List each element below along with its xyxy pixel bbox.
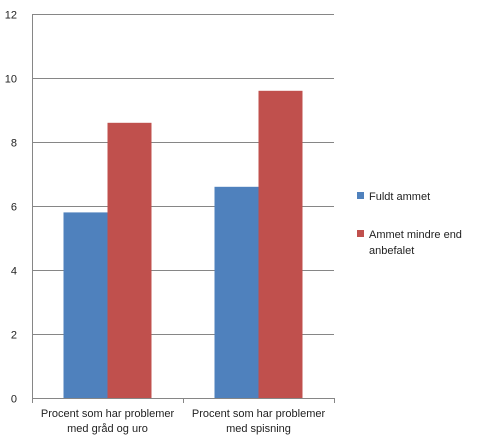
y-tick-label: 0 bbox=[11, 394, 17, 406]
y-tick-label: 6 bbox=[11, 202, 17, 214]
bar-fuldt-ammet-2 bbox=[214, 186, 259, 398]
bars bbox=[63, 90, 303, 399]
y-tick-label: 10 bbox=[5, 74, 17, 86]
x-category-label: med gråd og uro bbox=[67, 423, 148, 435]
legend-label: anbefalet bbox=[369, 245, 414, 257]
y-axis-tick-labels: 0 2 4 6 8 10 12 bbox=[5, 10, 17, 406]
legend-label: Fuldt ammet bbox=[369, 191, 430, 203]
x-category-label: Procent som har problemer bbox=[41, 408, 175, 420]
y-tick-label: 4 bbox=[11, 266, 17, 278]
legend: Fuldt ammet Ammet mindre end anbefalet bbox=[357, 191, 462, 257]
legend-swatch bbox=[357, 230, 364, 237]
x-category-label: Procent som har problemer bbox=[192, 408, 326, 420]
y-tick-label: 8 bbox=[11, 138, 17, 150]
x-category-label: med spisning bbox=[226, 423, 291, 435]
legend-swatch bbox=[357, 192, 364, 199]
bar-ammet-mindre-end-anbefalet-1 bbox=[107, 122, 152, 399]
y-tick-label: 2 bbox=[11, 330, 17, 342]
bar-fuldt-ammet-1 bbox=[63, 212, 108, 398]
bar-ammet-mindre-end-anbefalet-2 bbox=[258, 90, 303, 399]
x-axis-category-labels: Procent som har problemer med gråd og uro… bbox=[41, 408, 326, 435]
axes bbox=[32, 14, 335, 403]
legend-label: Ammet mindre end bbox=[369, 229, 462, 241]
y-tick-label: 12 bbox=[5, 10, 17, 22]
